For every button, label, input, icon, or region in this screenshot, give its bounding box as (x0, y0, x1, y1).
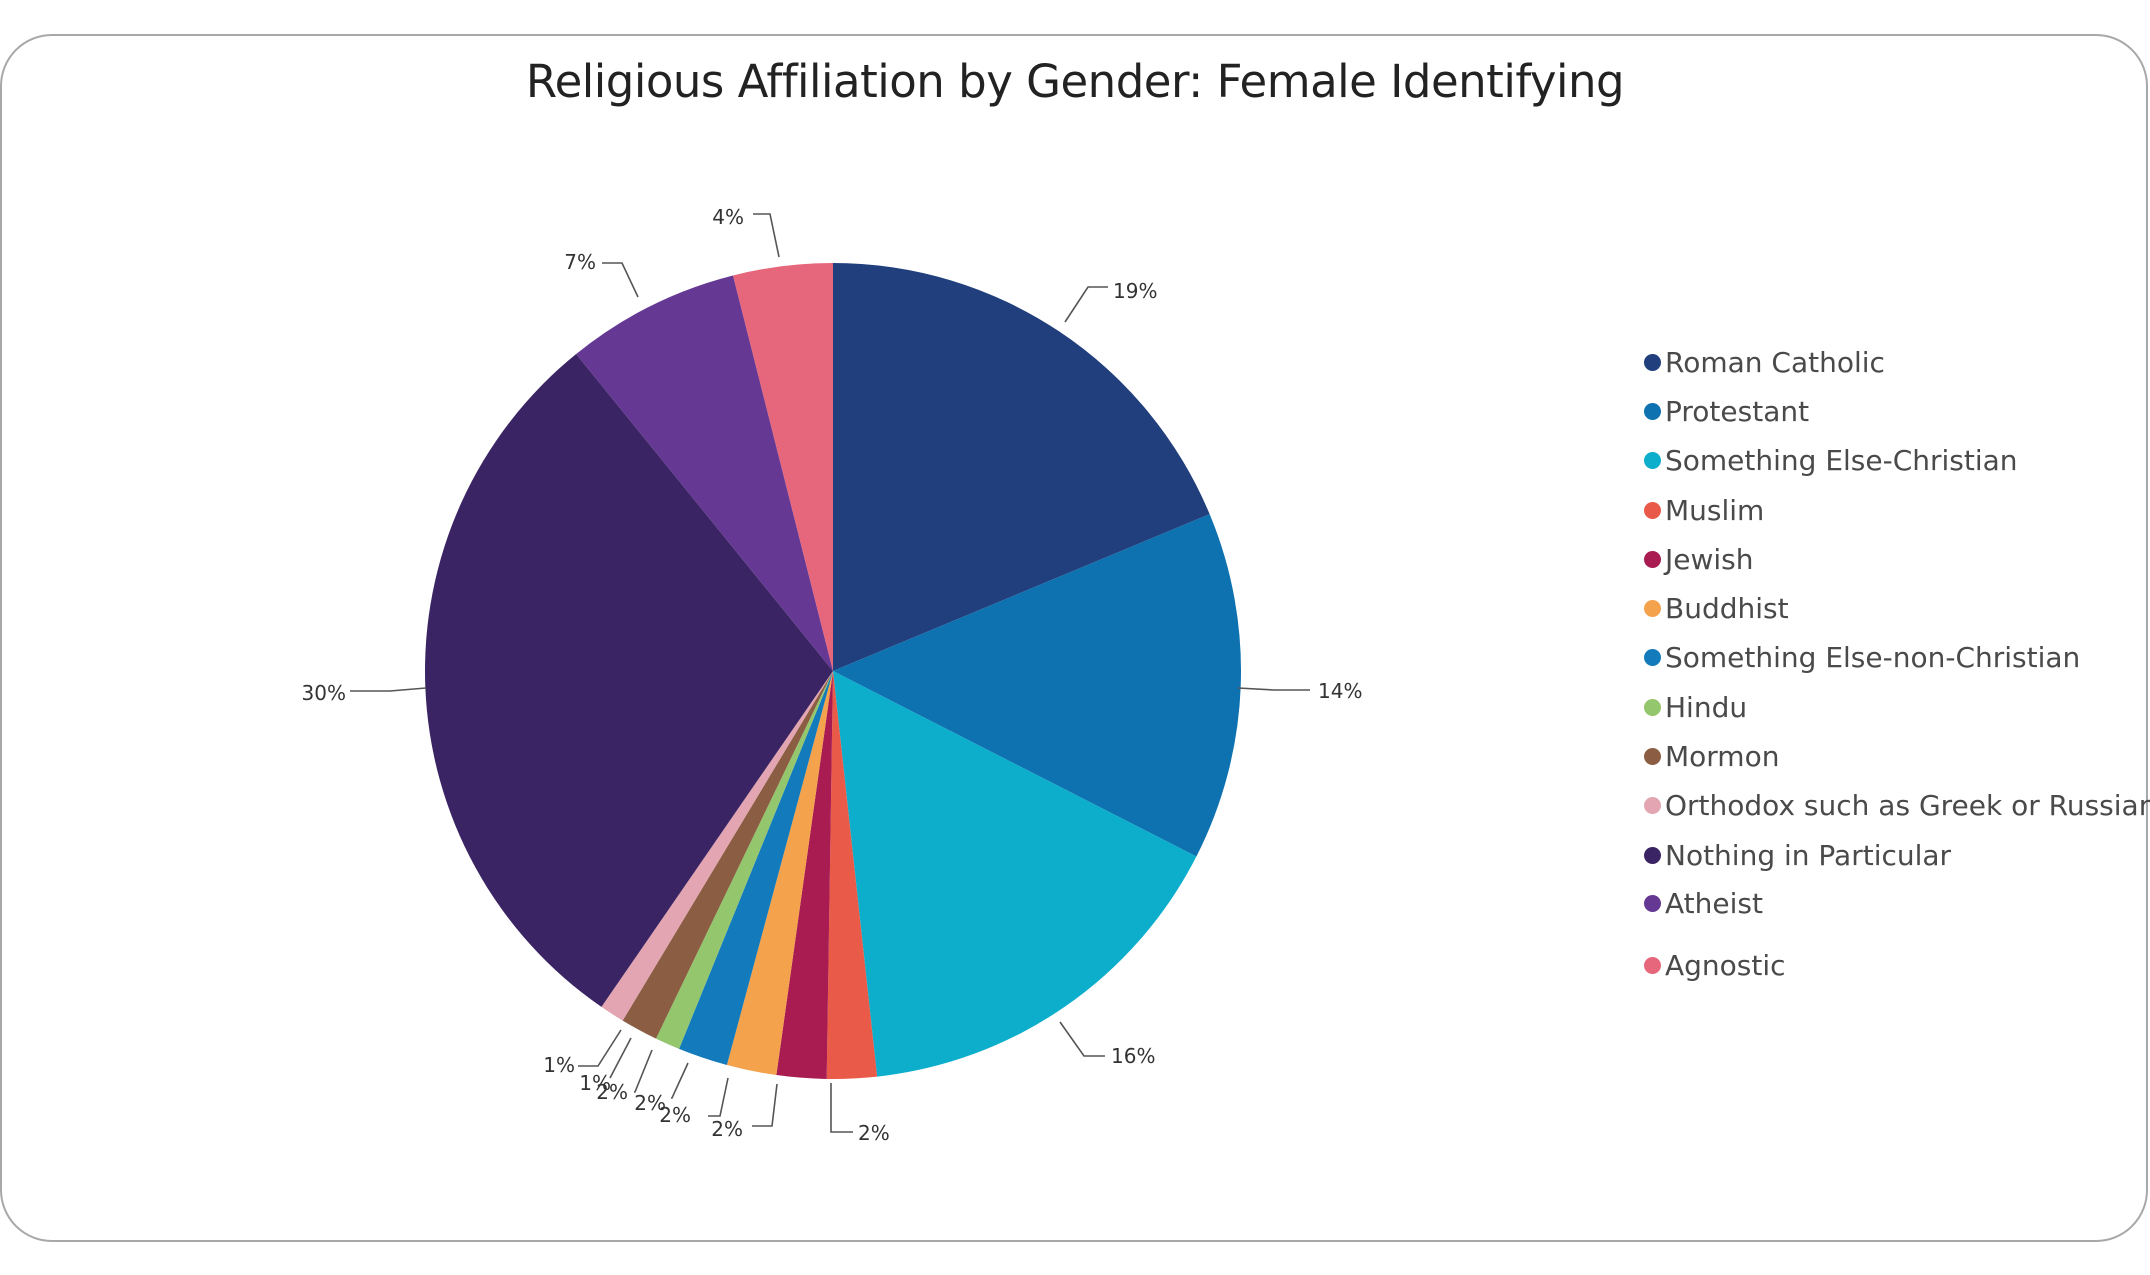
legend-label: Roman Catholic (1665, 345, 1885, 379)
pie-slice-nothing-in-particular (424, 353, 833, 1007)
legend-marker (1644, 501, 1661, 519)
legend-marker (1644, 353, 1661, 371)
leader-line (1059, 1021, 1105, 1057)
chart-title: Religious Affiliation by Gender: Female … (525, 55, 1625, 108)
data-label: 4% (712, 205, 744, 229)
legend-item: Protestant (1644, 393, 1809, 429)
legend-marker (1644, 402, 1661, 420)
legend-label: Atheist (1665, 886, 1763, 920)
data-label: 1% (543, 1053, 575, 1077)
pie-slice-jewish (776, 671, 833, 1079)
legend-marker (1644, 451, 1661, 469)
data-label: 16% (1111, 1044, 1155, 1068)
legend-marker (1644, 747, 1661, 765)
data-label: 2% (596, 1080, 628, 1104)
legend-item: Muslim (1644, 492, 1764, 528)
leader-line (753, 213, 780, 258)
leader-line (708, 1077, 729, 1117)
legend-marker (1644, 796, 1661, 814)
pie-slice-muslim (826, 671, 878, 1079)
legend-label: Mormon (1665, 739, 1780, 773)
legend-item: Agnostic (1644, 947, 1786, 983)
legend-marker (1644, 846, 1661, 864)
data-label: 2% (711, 1117, 743, 1141)
legend-marker (1644, 648, 1661, 666)
legend-marker (1644, 894, 1661, 912)
pie-slice-orthodox-such-as-greek-or-russian (601, 671, 833, 1021)
legend-item: Hindu (1644, 689, 1747, 725)
leader-line (752, 1083, 778, 1127)
legend-label: Muslim (1665, 493, 1765, 527)
legend-label: Orthodox such as Greek or Russian (1665, 788, 2150, 822)
legend-item: Jewish (1644, 541, 1754, 577)
pie-slice-agnostic (733, 263, 833, 671)
leader-line (609, 1037, 632, 1079)
legend-label: Something Else-Christian (1665, 443, 2018, 477)
data-label: 19% (1113, 279, 1157, 303)
pie-slice-something-else-non-christian (679, 671, 833, 1065)
legend-marker (1644, 599, 1661, 617)
data-label: 2% (858, 1121, 890, 1145)
legend-marker (1644, 550, 1661, 568)
pie-slice-something-else-christian (833, 671, 1197, 1077)
legend-label: Protestant (1665, 394, 1810, 428)
legend-item: Roman Catholic (1644, 344, 1885, 380)
data-label: 2% (659, 1103, 691, 1127)
pie-slice-atheist (576, 275, 833, 671)
legend-marker (1644, 956, 1661, 974)
legend-item: Nothing in Particular (1644, 837, 1951, 873)
legend-label: Something Else-non-Christian (1665, 640, 2081, 674)
legend-marker (1644, 698, 1661, 716)
legend-item: Something Else-Christian (1644, 442, 2018, 478)
leader-line (1064, 286, 1108, 323)
leader-line (350, 687, 427, 692)
legend-item: Orthodox such as Greek or Russian (1644, 787, 2150, 823)
leader-line (830, 1083, 853, 1133)
pie-slice-roman-catholic (833, 263, 1210, 671)
data-label: 7% (564, 250, 596, 274)
pie-slice-hindu (655, 671, 833, 1049)
legend-item: Buddhist (1644, 590, 1789, 626)
data-label: 1% (579, 1071, 611, 1095)
legend-label: Nothing in Particular (1665, 838, 1952, 872)
legend-item: Atheist (1644, 885, 1763, 921)
leader-line (578, 1029, 622, 1067)
data-label: 14% (1318, 679, 1362, 703)
legend-label: Buddhist (1665, 591, 1789, 625)
leader-line (634, 1049, 653, 1093)
leader-line (1237, 687, 1310, 691)
data-label: 30% (302, 681, 346, 705)
legend-item: Something Else-non-Christian (1644, 639, 2080, 675)
pie-slice-protestant (833, 514, 1242, 857)
legend-label: Agnostic (1665, 948, 1786, 982)
leader-line (671, 1062, 689, 1099)
legend-label: Hindu (1665, 690, 1748, 724)
data-label: 2% (634, 1091, 666, 1115)
pie-slice-mormon (622, 671, 833, 1039)
pie-slice-buddhist (726, 671, 833, 1076)
legend-label: Jewish (1665, 542, 1754, 576)
leader-line (602, 262, 639, 298)
legend-item: Mormon (1644, 738, 1779, 774)
